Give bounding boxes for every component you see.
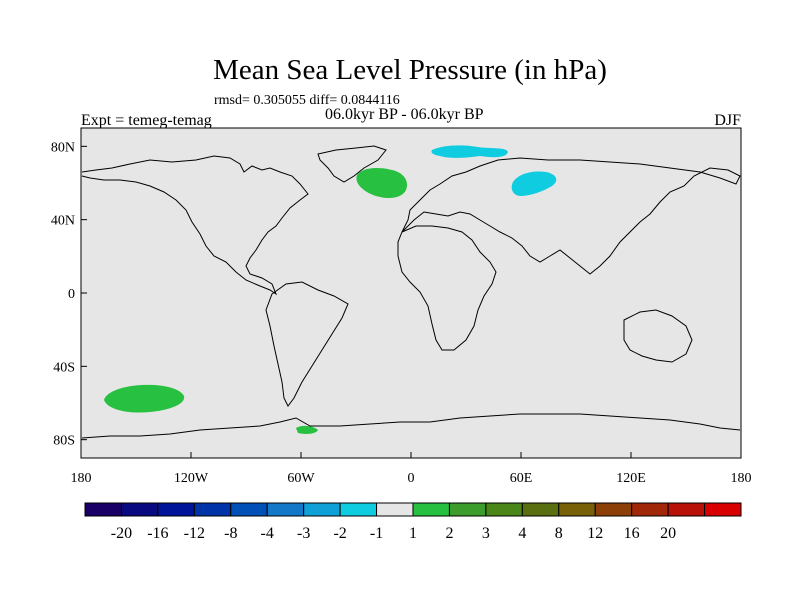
colorbar-swatch	[376, 502, 414, 517]
colorbar-swatch	[412, 502, 450, 517]
colorbar-swatch	[303, 502, 341, 517]
coastline-greenland	[317, 145, 387, 183]
colorbar-label: 1	[409, 525, 417, 542]
colorbar-label: -20	[111, 525, 132, 542]
coastline-eurasia	[401, 157, 741, 275]
colorbar-swatch	[704, 502, 742, 517]
season-label: DJF	[714, 112, 741, 129]
colorbar-swatch	[339, 502, 378, 517]
colorbar-swatch	[521, 502, 560, 517]
stats-label: rmsd= 0.305055 diff= 0.0844116	[214, 93, 400, 108]
region-antarctic-peninsula-positive	[296, 425, 318, 434]
colorbar-label: 8	[555, 525, 563, 542]
colorbar-swatch	[193, 502, 232, 517]
colorbar-label: -16	[147, 525, 168, 542]
region-south-pacific-positive	[104, 384, 185, 413]
x-axis: 180 120W 60W 0 60E 120E 180	[71, 452, 752, 486]
coastlines	[81, 145, 741, 439]
x-tick-label: 60W	[287, 471, 315, 486]
coastline-antarctica	[81, 413, 741, 439]
colorbar-label: -2	[333, 525, 346, 542]
colorbar-swatch	[230, 502, 268, 517]
coastline-north-america	[81, 155, 309, 296]
colorbar-swatch	[485, 502, 523, 517]
coastline-australia	[623, 309, 693, 363]
colorbar-label: 4	[518, 525, 526, 542]
y-tick-label: 0	[68, 287, 75, 302]
colorbar-label: 2	[445, 525, 453, 542]
region-north-atlantic-positive	[356, 167, 408, 198]
colorbar-swatch	[667, 502, 706, 517]
x-tick-label: 180	[731, 471, 752, 486]
colorbar-swatch	[594, 502, 633, 517]
period-label: 06.0kyr BP - 06.0kyr BP	[325, 106, 484, 123]
colorbar-label: -1	[370, 525, 383, 542]
colorbar-label: -8	[224, 525, 237, 542]
map-background	[81, 128, 741, 458]
x-tick-label: 180	[71, 471, 92, 486]
experiment-label: Expt = temeg-temag	[81, 112, 212, 129]
coastline-africa	[397, 225, 497, 351]
colorbar-label: -4	[261, 525, 274, 542]
coastline-south-america	[265, 281, 349, 407]
colorbar-swatch	[558, 502, 596, 517]
colorbar-swatch	[157, 502, 195, 517]
x-tick-label: 0	[408, 471, 415, 486]
region-barents-kara-negative	[431, 145, 508, 158]
colorbar-label: 20	[660, 525, 676, 542]
y-axis: 80N 40N 0 40S 80S	[51, 140, 87, 449]
colorbar-label: 12	[587, 525, 603, 542]
y-tick-label: 40N	[51, 214, 75, 229]
colorbar-swatch	[266, 502, 305, 517]
x-tick-label: 60E	[510, 471, 533, 486]
y-tick-label: 40S	[53, 360, 75, 375]
plot-title: Mean Sea Level Pressure (in hPa)	[213, 54, 607, 86]
colorbar-swatch	[631, 502, 669, 517]
y-tick-label: 80N	[51, 140, 75, 155]
y-tick-label: 80S	[53, 434, 75, 449]
colorbar: -20 -16 -12 -8 -4 -3 -2 -1 1 2 3 4 8 12 16 20	[84, 502, 742, 542]
anomaly-regions	[104, 145, 557, 434]
colorbar-label: 16	[624, 525, 640, 542]
colorbar-swatch	[120, 502, 159, 517]
colorbar-label: 3	[482, 525, 490, 542]
x-tick-label: 120W	[174, 471, 209, 486]
colorbar-swatch	[84, 502, 122, 517]
colorbar-label: -12	[184, 525, 205, 542]
colorbar-swatch	[448, 502, 487, 517]
region-siberia-negative	[511, 171, 557, 196]
colorbar-label: -3	[297, 525, 310, 542]
x-tick-label: 120E	[616, 471, 646, 486]
